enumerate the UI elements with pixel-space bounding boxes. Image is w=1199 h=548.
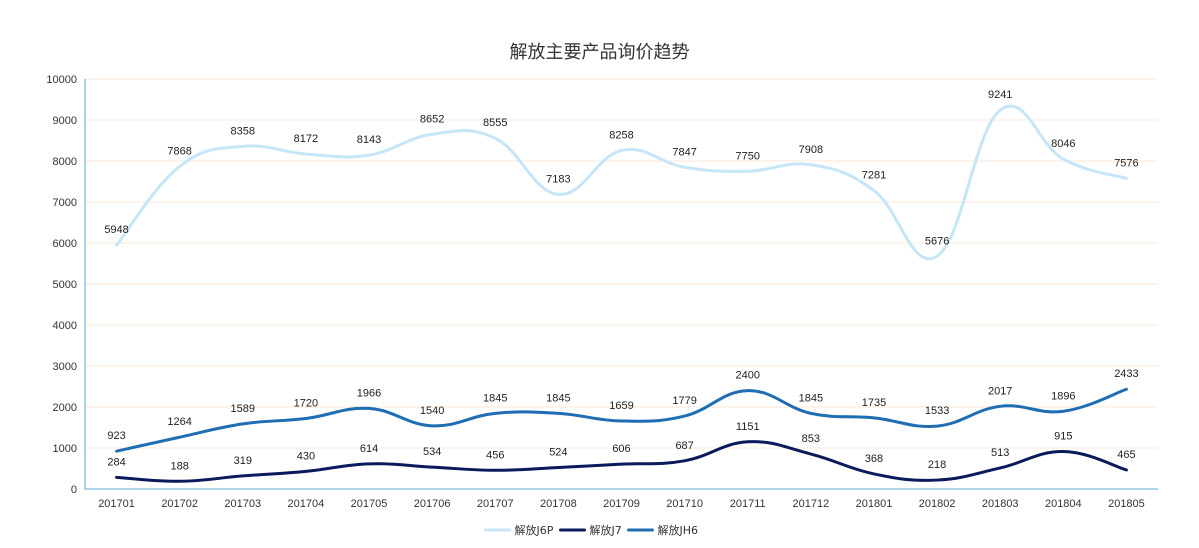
data-label: 1845 — [799, 392, 823, 404]
data-label: 456 — [486, 449, 504, 461]
x-tick-label: 201708 — [540, 498, 577, 510]
data-label: 1589 — [231, 403, 255, 415]
x-tick-label: 201803 — [982, 498, 1019, 510]
data-label: 7908 — [799, 144, 823, 156]
data-label: 284 — [107, 456, 125, 468]
x-tick-label: 201702 — [161, 498, 198, 510]
series-line-2 — [115, 387, 1128, 453]
data-label: 1966 — [357, 387, 381, 399]
data-label: 1845 — [483, 392, 507, 404]
x-tick-label: 201712 — [792, 498, 829, 510]
x-tick-label: 201802 — [919, 498, 956, 510]
data-label: 218 — [928, 459, 946, 471]
data-label: 2433 — [1114, 368, 1138, 380]
x-tick-label: 201705 — [351, 498, 388, 510]
y-tick-label: 6000 — [53, 238, 77, 250]
data-label: 1151 — [736, 421, 760, 433]
data-label: 319 — [234, 455, 252, 467]
data-label: 1720 — [294, 397, 318, 409]
data-label: 513 — [991, 447, 1009, 459]
y-tick-label: 4000 — [53, 320, 77, 332]
y-tick-label: 1000 — [53, 443, 77, 455]
data-label: 1845 — [546, 392, 570, 404]
data-label: 923 — [107, 430, 125, 442]
data-label: 915 — [1054, 430, 1072, 442]
data-label: 9241 — [988, 89, 1012, 101]
data-label: 7868 — [167, 145, 191, 157]
data-label: 614 — [360, 443, 378, 455]
data-label: 7576 — [1114, 157, 1138, 169]
data-label: 1779 — [672, 395, 696, 407]
x-tick-label: 201804 — [1045, 498, 1082, 510]
data-label: 8358 — [231, 125, 255, 137]
chart-title: 解放主要产品询价趋势 — [509, 42, 690, 63]
data-label: 430 — [297, 450, 315, 462]
data-label: 8258 — [609, 129, 633, 141]
data-label: 534 — [423, 446, 441, 458]
legend-label: 解放J7 — [590, 523, 622, 537]
y-tick-label: 0 — [71, 484, 77, 496]
x-tick-label: 201805 — [1108, 498, 1145, 510]
data-label: 7847 — [672, 146, 696, 158]
x-tick-label: 201704 — [288, 498, 325, 510]
data-label: 8172 — [294, 133, 318, 145]
data-label: 8555 — [483, 117, 507, 129]
x-tick-label: 201801 — [856, 498, 893, 510]
data-label: 8652 — [420, 113, 444, 125]
data-label: 7183 — [546, 173, 570, 185]
y-tick-label: 8000 — [53, 156, 77, 168]
data-label: 1659 — [609, 400, 633, 412]
data-label: 524 — [549, 447, 567, 459]
data-label: 1896 — [1051, 390, 1075, 402]
x-tick-label: 201703 — [224, 498, 261, 510]
data-label: 8143 — [357, 134, 381, 146]
data-label: 687 — [675, 440, 693, 452]
x-tick-label: 201710 — [666, 498, 703, 510]
data-label: 7750 — [735, 150, 759, 162]
data-label: 7281 — [862, 169, 886, 181]
x-tick-label: 201711 — [730, 498, 766, 510]
x-tick-label: 201706 — [414, 498, 451, 510]
y-tick-label: 7000 — [53, 197, 77, 209]
data-label: 5948 — [104, 224, 128, 236]
x-tick-label: 201701 — [98, 498, 135, 510]
data-label: 1264 — [167, 416, 191, 428]
y-tick-label: 3000 — [53, 361, 77, 373]
data-label: 1540 — [420, 405, 444, 417]
data-label: 853 — [802, 433, 820, 445]
data-label: 1533 — [925, 405, 949, 417]
data-label: 5676 — [925, 235, 949, 247]
data-label: 2400 — [735, 370, 759, 382]
data-label: 2017 — [988, 385, 1012, 397]
y-tick-label: 9000 — [53, 115, 77, 127]
data-label: 8046 — [1051, 138, 1075, 150]
x-tick-label: 201709 — [603, 498, 640, 510]
data-label: 606 — [612, 443, 630, 455]
y-tick-label: 2000 — [53, 402, 77, 414]
series-line-0 — [115, 104, 1128, 261]
series-line-1 — [115, 440, 1128, 483]
data-label: 368 — [865, 453, 883, 465]
y-tick-label: 5000 — [53, 279, 77, 291]
data-label: 465 — [1117, 449, 1135, 461]
y-tick-label: 10000 — [46, 74, 77, 86]
x-tick-label: 201707 — [477, 498, 514, 510]
legend-label: 解放JH6 — [658, 523, 699, 537]
data-label: 1735 — [862, 397, 886, 409]
legend-label: 解放J6P — [515, 523, 554, 537]
data-label: 188 — [170, 460, 188, 472]
